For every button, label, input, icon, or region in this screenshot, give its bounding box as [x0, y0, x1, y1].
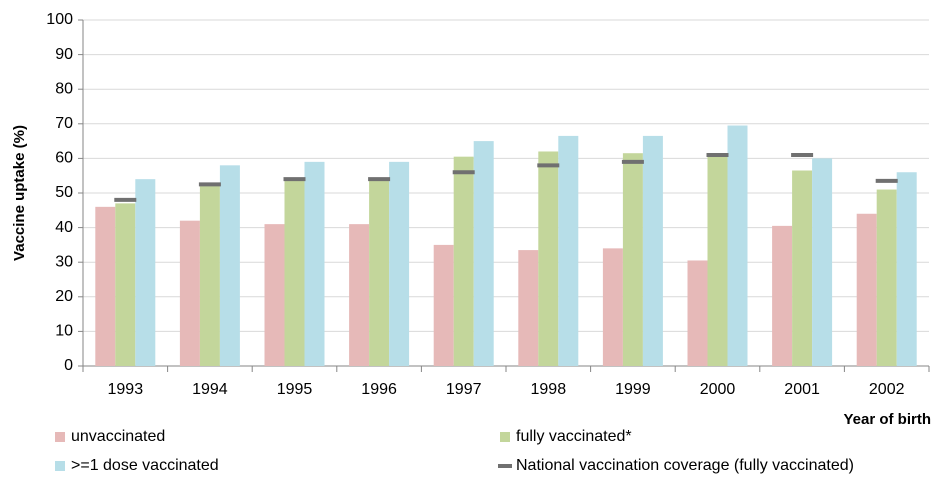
bar [369, 179, 390, 366]
bar [179, 220, 200, 366]
x-tick-label: 1999 [615, 381, 651, 398]
bar [95, 206, 116, 366]
bar [219, 165, 240, 366]
bar [284, 179, 305, 366]
bar [642, 135, 663, 366]
bar [135, 179, 156, 366]
bar [707, 154, 728, 366]
bar [518, 250, 539, 366]
legend-swatch [55, 432, 65, 442]
x-tick-label: 1997 [446, 381, 482, 398]
x-tick-label: 2001 [784, 381, 820, 398]
bar [622, 153, 643, 366]
bar [876, 189, 897, 366]
bar [304, 161, 325, 366]
x-tick-label: 1998 [531, 381, 567, 398]
y-tick-label: 90 [55, 46, 73, 63]
legend-label: fully vaccinated* [516, 428, 632, 445]
legend-swatch [55, 461, 65, 471]
y-tick-label: 20 [55, 288, 73, 305]
bar [812, 158, 833, 366]
y-tick-label: 100 [46, 11, 73, 28]
bar [433, 244, 454, 366]
y-axis-label: Vaccine uptake (%) [11, 125, 28, 261]
bar [199, 186, 220, 366]
y-tick-label: 70 [55, 115, 73, 132]
y-tick-label: 40 [55, 219, 73, 236]
x-tick-label: 1996 [361, 381, 397, 398]
bar [264, 224, 285, 366]
bar [349, 224, 370, 366]
x-axis-label: Year of birth [843, 411, 931, 428]
y-tick-label: 30 [55, 253, 73, 270]
bar [473, 141, 494, 366]
legend-label: >=1 dose vaccinated [71, 457, 219, 474]
bar [558, 135, 579, 366]
x-tick-label: 1993 [108, 381, 144, 398]
y-tick-label: 50 [55, 184, 73, 201]
legend-label: unvaccinated [71, 428, 165, 445]
bar [453, 156, 474, 366]
y-tick-label: 60 [55, 150, 73, 167]
bar [896, 172, 917, 366]
bar [389, 161, 410, 366]
bar [115, 203, 136, 366]
y-tick-label: 10 [55, 323, 73, 340]
bar [792, 170, 813, 366]
bar [538, 151, 559, 366]
bar [602, 248, 623, 366]
x-tick-label: 1994 [192, 381, 228, 398]
y-tick-label: 80 [55, 80, 73, 97]
x-tick-label: 2002 [869, 381, 905, 398]
x-tick-label: 1995 [277, 381, 313, 398]
legend-swatch [500, 432, 510, 442]
x-tick-label: 2000 [700, 381, 736, 398]
bar [727, 125, 748, 366]
bar [687, 260, 708, 366]
bar [772, 225, 793, 366]
y-tick-label: 0 [64, 357, 73, 374]
legend-label: National vaccination coverage (fully vac… [516, 457, 854, 474]
bar [856, 213, 877, 366]
